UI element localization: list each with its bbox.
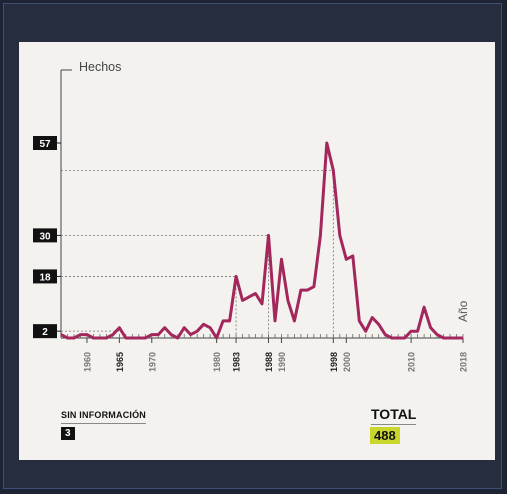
x-axis-label: Año (456, 300, 470, 322)
x-tick-label: 1965 (115, 352, 125, 372)
y-tick-labels: 2 18 30 57 (33, 136, 61, 338)
y-axis-label: Hechos (79, 60, 121, 74)
x-tick-label: 1988 (264, 352, 274, 372)
y-tick-label: 18 (39, 272, 51, 283)
sin-informacion-label: SIN INFORMACIÓN (61, 410, 146, 424)
x-tick-labels: 1960 1965 1970 1980 1983 1988 1990 1998 2000 2010… (82, 338, 468, 372)
y-tick-label: 57 (39, 139, 51, 150)
x-tick-label: 1970 (147, 352, 157, 372)
x-tick-label: 2000 (342, 352, 352, 372)
total-value: 488 (370, 427, 400, 444)
x-tick-label: 1960 (82, 352, 92, 372)
x-tick-label: 1983 (232, 352, 242, 372)
x-tick-label: 2010 (407, 352, 417, 372)
x-tick-label: 1998 (329, 352, 339, 372)
total-label: TOTAL (371, 406, 416, 425)
x-tick-label: 1990 (277, 352, 287, 372)
series-line (61, 143, 463, 338)
sin-informacion-value: 3 (61, 427, 75, 440)
x-tick-label: 1980 (212, 352, 222, 372)
y-tick-label: 2 (42, 327, 48, 338)
x-tick-label: 2018 (459, 352, 469, 372)
y-tick-label: 30 (39, 231, 51, 242)
